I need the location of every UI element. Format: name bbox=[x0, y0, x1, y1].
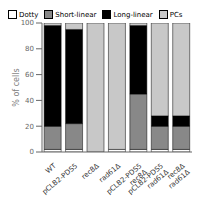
svg-text:rec8Δrad61Δ: rec8Δrad61Δ bbox=[162, 162, 192, 191]
svg-text:0: 0 bbox=[30, 148, 34, 156]
svg-text:60: 60 bbox=[25, 71, 34, 79]
svg-text:pCLB2-PDS5rad61Δ: pCLB2-PDS5rad61Δ bbox=[127, 162, 171, 202]
svg-text:20: 20 bbox=[25, 123, 34, 131]
svg-text:pCLB2-PDS5: pCLB2-PDS5 bbox=[41, 162, 79, 196]
svg-text:80: 80 bbox=[25, 45, 34, 53]
svg-text:40: 40 bbox=[25, 97, 34, 105]
svg-text:WT: WT bbox=[44, 162, 58, 176]
svg-text:100: 100 bbox=[21, 19, 34, 27]
svg-text:% of cells: % of cells bbox=[12, 68, 21, 106]
